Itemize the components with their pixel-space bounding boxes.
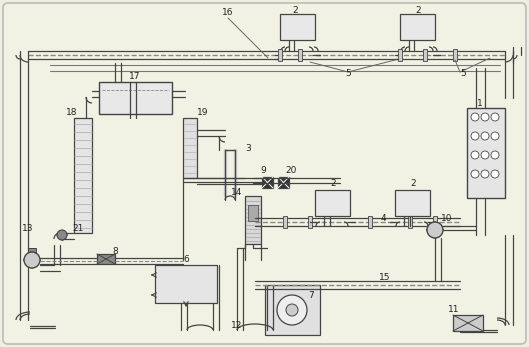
- Bar: [262, 177, 273, 188]
- Circle shape: [481, 170, 489, 178]
- Text: 18: 18: [66, 108, 78, 117]
- Bar: [433, 216, 437, 228]
- Text: 8: 8: [112, 246, 118, 255]
- Text: 16: 16: [222, 8, 234, 17]
- Bar: [155, 265, 217, 303]
- Bar: [278, 49, 282, 61]
- Bar: [298, 49, 302, 61]
- Circle shape: [491, 132, 499, 140]
- Text: 7: 7: [308, 290, 314, 299]
- Text: 17: 17: [129, 71, 141, 81]
- Bar: [395, 190, 430, 216]
- Text: 5: 5: [345, 68, 351, 77]
- Circle shape: [427, 222, 443, 238]
- Circle shape: [471, 151, 479, 159]
- Text: 13: 13: [22, 223, 34, 232]
- FancyBboxPatch shape: [3, 3, 526, 344]
- Text: 12: 12: [231, 321, 243, 330]
- Text: 4: 4: [380, 213, 386, 222]
- Circle shape: [491, 151, 499, 159]
- Text: 14: 14: [231, 187, 243, 196]
- Bar: [408, 216, 412, 228]
- Text: 1: 1: [477, 99, 483, 108]
- Text: 3: 3: [245, 144, 251, 152]
- Circle shape: [277, 295, 307, 325]
- Text: 10: 10: [441, 213, 453, 222]
- Circle shape: [491, 170, 499, 178]
- Circle shape: [471, 132, 479, 140]
- Bar: [248, 205, 258, 221]
- Bar: [278, 177, 289, 188]
- Bar: [423, 49, 427, 61]
- Circle shape: [24, 252, 40, 268]
- Bar: [280, 14, 315, 40]
- Text: 19: 19: [197, 108, 209, 117]
- Bar: [245, 196, 261, 244]
- Text: 2: 2: [410, 178, 416, 187]
- Bar: [368, 216, 372, 228]
- Bar: [283, 216, 287, 228]
- Text: 11: 11: [448, 305, 460, 314]
- Text: 9: 9: [260, 166, 266, 175]
- Text: 6: 6: [183, 255, 189, 264]
- Bar: [265, 285, 320, 335]
- Text: 2: 2: [292, 6, 298, 15]
- Bar: [308, 216, 312, 228]
- Text: 2: 2: [415, 6, 421, 15]
- Bar: [97, 254, 115, 264]
- Circle shape: [471, 170, 479, 178]
- Bar: [453, 49, 457, 61]
- Circle shape: [481, 132, 489, 140]
- Circle shape: [491, 113, 499, 121]
- Bar: [467, 108, 505, 198]
- Text: 20: 20: [285, 166, 297, 175]
- Circle shape: [286, 304, 298, 316]
- Bar: [74, 118, 92, 233]
- Text: 15: 15: [379, 272, 391, 281]
- Circle shape: [481, 113, 489, 121]
- Bar: [315, 190, 350, 216]
- Circle shape: [481, 151, 489, 159]
- Bar: [28, 248, 36, 252]
- Bar: [398, 49, 402, 61]
- Circle shape: [471, 113, 479, 121]
- Bar: [99, 82, 172, 114]
- Bar: [453, 315, 483, 331]
- Text: 21: 21: [72, 223, 84, 232]
- Bar: [400, 14, 435, 40]
- Bar: [183, 118, 197, 178]
- Circle shape: [57, 230, 67, 240]
- Text: 5: 5: [460, 68, 466, 77]
- Text: 2: 2: [330, 178, 336, 187]
